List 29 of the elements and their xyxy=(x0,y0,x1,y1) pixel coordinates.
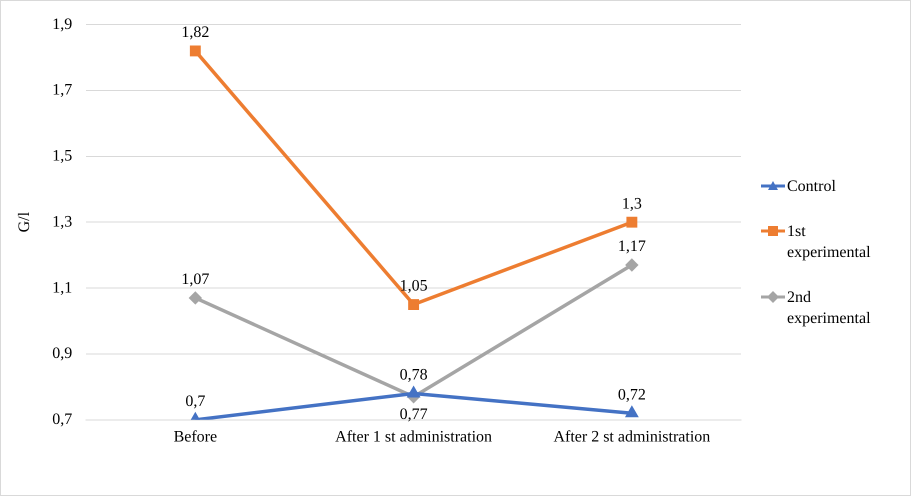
data-label: 1,17 xyxy=(618,238,646,256)
x-tick-label: Before xyxy=(174,428,218,446)
point xyxy=(626,216,638,228)
legend-label: 1st experimental xyxy=(787,222,872,263)
data-label: 0,7 xyxy=(185,393,206,410)
point xyxy=(625,406,638,418)
data-label: 1,05 xyxy=(400,278,428,295)
legend-label: 2nd experimental xyxy=(787,288,872,329)
y-tick-label: 1,9 xyxy=(52,16,72,33)
y-tick-label: 0,7 xyxy=(52,411,72,428)
y-tick-label: 1,5 xyxy=(52,148,72,165)
data-label: 0,72 xyxy=(618,386,646,404)
point xyxy=(408,299,420,310)
x-tick-label: After 2 st administration xyxy=(553,428,710,446)
y-axis-title: G/l xyxy=(16,211,33,232)
y-tick-label: 0,9 xyxy=(52,345,72,362)
point xyxy=(188,291,202,304)
legend-label: Control xyxy=(787,177,837,197)
data-label: 1,07 xyxy=(181,271,210,288)
data-label: 0,77 xyxy=(400,406,428,423)
data-label: 1,82 xyxy=(181,24,210,42)
data-label: 1,3 xyxy=(622,195,642,212)
y-tick-label: 1,7 xyxy=(52,82,72,99)
y-tick-label: 1,1 xyxy=(52,279,72,296)
x-tick-label: After 1 st administration xyxy=(335,428,492,446)
point xyxy=(625,258,638,272)
data-label: 0,78 xyxy=(400,366,428,384)
point xyxy=(407,386,420,398)
y-tick-label: 1,3 xyxy=(52,213,72,230)
